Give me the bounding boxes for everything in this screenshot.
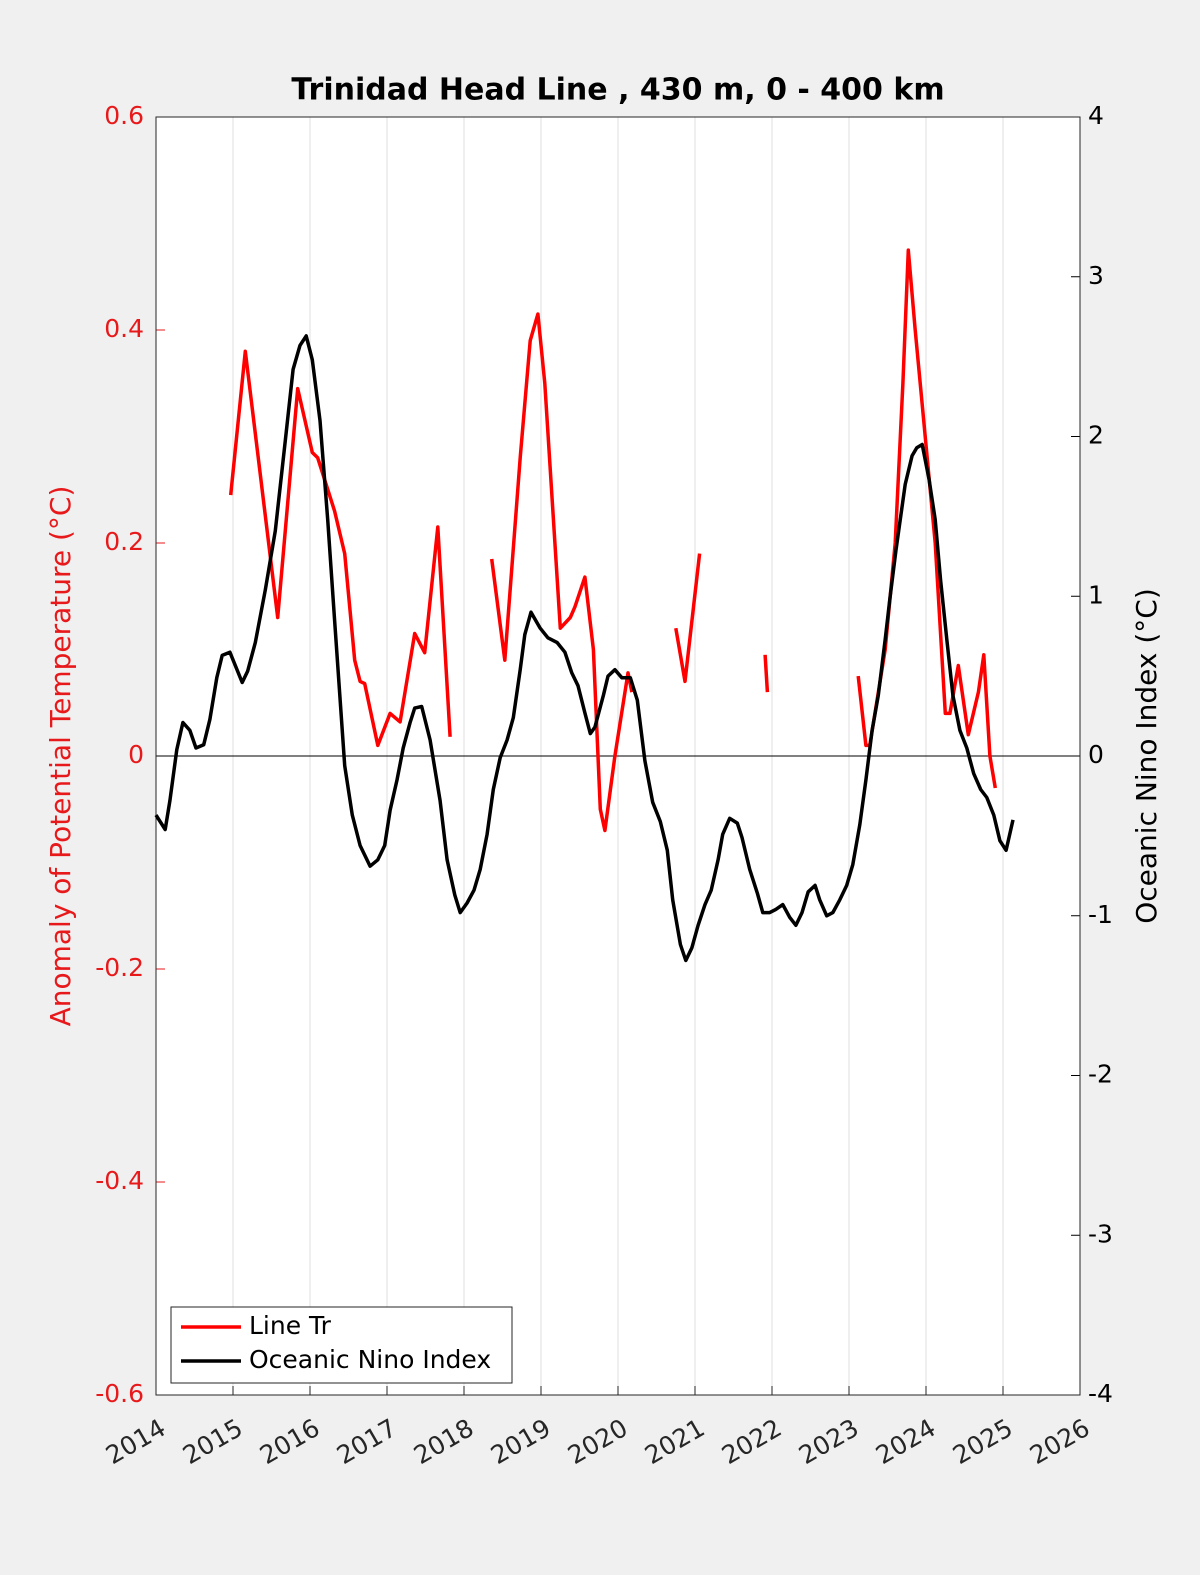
- x-tick-label: 2025: [948, 1413, 1018, 1470]
- y2-tick-label: 1: [1088, 580, 1104, 609]
- plot-frame: [155, 116, 1081, 1396]
- x-tick-label: 2014: [101, 1413, 171, 1470]
- y2-tick-label: -4: [1088, 1379, 1113, 1408]
- y2-tick-label: 3: [1088, 261, 1104, 290]
- y-tick-label: -0.6: [95, 1379, 144, 1408]
- y-tick-label: 0.2: [104, 527, 144, 556]
- y2-tick-label: 0: [1088, 740, 1104, 769]
- legend-label: Oceanic Nino Index: [249, 1345, 491, 1374]
- x-tick-label: 2019: [486, 1413, 556, 1470]
- y-axis-label: Anomaly of Potential Temperature (°C): [44, 486, 77, 1027]
- x-tick-label: 2016: [255, 1413, 325, 1470]
- y-tick-label: 0.6: [104, 101, 144, 130]
- y2-tick-label: 4: [1088, 101, 1104, 130]
- series-line: [228, 248, 998, 833]
- x-tick-label: 2021: [640, 1413, 710, 1470]
- x-tick-label: 2017: [332, 1413, 402, 1470]
- legend-label: Line Tr: [249, 1311, 332, 1340]
- x-tick-label: 2024: [871, 1413, 941, 1470]
- y-tick-label: 0: [128, 740, 144, 769]
- y-tick-label: 0.4: [104, 314, 144, 343]
- y2-tick-label: -2: [1088, 1060, 1113, 1089]
- x-tick-label: 2026: [1025, 1413, 1095, 1470]
- legend-box: [170, 1306, 513, 1384]
- x-tick-label: 2023: [794, 1413, 864, 1470]
- series-line: [154, 334, 1015, 963]
- x-tick-label: 2015: [178, 1413, 248, 1470]
- y2-axis-label: Oceanic Nino Index (°C): [1130, 588, 1163, 924]
- x-tick-label: 2020: [563, 1413, 633, 1470]
- y2-tick-label: 2: [1088, 421, 1104, 450]
- x-tick-label: 2022: [717, 1413, 787, 1470]
- x-tick-label: 2018: [409, 1413, 479, 1470]
- y2-tick-label: -3: [1088, 1219, 1113, 1248]
- y-tick-label: -0.4: [95, 1166, 144, 1195]
- y-tick-label: -0.2: [95, 953, 144, 982]
- chart-title: Trinidad Head Line , 430 m, 0 - 400 km: [291, 73, 944, 108]
- y2-tick-label: -1: [1088, 900, 1113, 929]
